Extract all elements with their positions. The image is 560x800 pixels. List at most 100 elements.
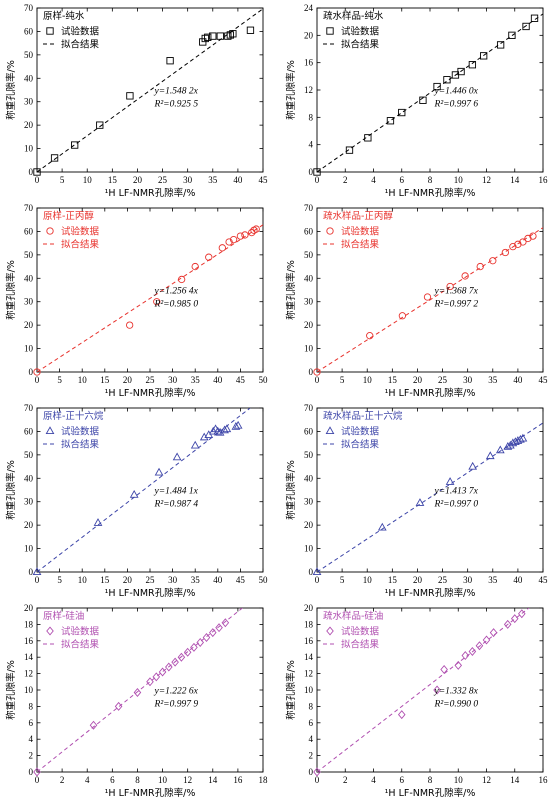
- legend-entry-data: 试验数据: [341, 426, 380, 438]
- x-tick-label: 30: [463, 375, 473, 385]
- data-point: [202, 633, 211, 643]
- x-tick-label: 4: [371, 775, 376, 785]
- chart-title: 疏水样品-纯水: [323, 10, 384, 22]
- chart-panel-5: 0 5 10 15 20 25 30 35 40 45 50 0 10 20 30 40 50 60 70 ¹H LF…: [5, 403, 268, 599]
- data-point: [233, 420, 243, 429]
- data-point: [114, 701, 123, 711]
- legend-entry-fit: 拟合结果: [341, 239, 380, 251]
- x-tick-label: 6: [400, 175, 405, 185]
- y-axis-label: 称重孔隙率/%: [285, 60, 297, 120]
- data-point: [146, 677, 154, 687]
- y-axis-label: 称重孔隙率/%: [5, 60, 17, 120]
- data-point: [129, 489, 139, 498]
- data-point: [196, 637, 205, 647]
- y-tick-label: 10: [24, 144, 34, 154]
- data-point: [423, 293, 432, 301]
- legend-entry-fit: 拟合结果: [341, 639, 380, 651]
- data-point: [468, 461, 478, 470]
- y-tick-label: 40: [304, 273, 314, 283]
- x-tick-label: 5: [340, 575, 345, 585]
- legend-entry-fit: 拟合结果: [61, 639, 100, 651]
- y-tick-label: 0: [29, 767, 34, 777]
- y-tick-label: 6: [29, 718, 34, 728]
- x-tick-label: 5: [57, 575, 62, 585]
- data-point: [461, 272, 469, 280]
- x-tick-label: 25: [146, 375, 156, 385]
- data-point: [204, 33, 212, 41]
- legend-entry-data: 试验数据: [61, 626, 100, 638]
- fit-line: [37, 408, 251, 572]
- x-tick-label: 45: [236, 375, 246, 385]
- data-point: [172, 452, 182, 461]
- data-point: [224, 32, 232, 40]
- x-tick-label: 15: [388, 375, 398, 385]
- y-tick-label: 30: [24, 97, 34, 107]
- data-point: [93, 518, 103, 526]
- x-tick-label: 40: [513, 375, 523, 385]
- legend-marker: [326, 626, 334, 636]
- x-tick-label: 25: [438, 575, 448, 585]
- x-tick-label: 20: [133, 175, 143, 185]
- x-tick-label: 5: [340, 375, 345, 385]
- x-tick-label: 5: [60, 175, 65, 185]
- y-tick-label: 12: [304, 669, 313, 679]
- x-tick-label: 40: [513, 575, 523, 585]
- x-axis-label: ¹H LF-NMR孔隙率/%: [385, 187, 476, 199]
- y-tick-label: 0: [309, 167, 314, 177]
- data-point: [221, 618, 230, 628]
- data-point: [158, 667, 167, 677]
- x-tick-label: 35: [208, 175, 218, 185]
- fit-r-squared: R²=0.925 5: [154, 99, 199, 109]
- x-tick-label: 20: [413, 575, 423, 585]
- data-point: [236, 232, 245, 240]
- fit-equation: y=1.368 7x: [434, 286, 479, 296]
- y-tick-label: 30: [304, 297, 314, 307]
- data-point: [225, 238, 233, 246]
- data-point: [482, 635, 491, 645]
- y-tick-label: 60: [24, 26, 34, 36]
- data-point: [216, 32, 224, 40]
- fit-equation: y=1.256 4x: [154, 286, 199, 296]
- x-tick-label: 2: [343, 775, 348, 785]
- y-tick-label: 18: [304, 619, 314, 629]
- x-tick-label: 0: [315, 175, 320, 185]
- y-tick-label: 10: [304, 344, 314, 354]
- x-tick-label: 25: [158, 175, 168, 185]
- data-point: [501, 248, 509, 257]
- y-axis-label: 称重孔隙率/%: [285, 660, 297, 720]
- legend-marker: [46, 27, 54, 35]
- origin-point: [313, 767, 321, 777]
- fit-equation: y=1.484 1x: [154, 486, 199, 496]
- x-tick-label: 18: [259, 775, 269, 785]
- data-point: [364, 134, 372, 142]
- data-point: [386, 117, 395, 125]
- y-tick-label: 10: [24, 344, 34, 354]
- legend-entry-fit: 拟合结果: [61, 239, 100, 251]
- y-tick-label: 60: [304, 426, 314, 436]
- x-tick-label: 4: [371, 175, 376, 185]
- fit-r-squared: R²=0.987 4: [154, 499, 199, 509]
- data-point: [516, 434, 525, 443]
- x-tick-label: 30: [168, 575, 178, 585]
- x-tick-label: 10: [454, 775, 464, 785]
- fit-r-squared: R²=0.997 0: [434, 499, 479, 509]
- y-axis-label: 称重孔隙率/%: [285, 260, 297, 320]
- y-tick-label: 20: [24, 603, 34, 613]
- y-tick-label: 70: [24, 403, 34, 413]
- y-tick-label: 0: [29, 567, 34, 577]
- data-point: [415, 498, 425, 506]
- fit-equation: y=1.446 0x: [434, 86, 479, 96]
- chart-panel-6: 0 5 10 15 20 25 30 35 40 45 0 10 20 30 40 50 60 70 ¹H LF-N…: [285, 403, 548, 599]
- x-tick-label: 16: [233, 775, 243, 785]
- data-point: [468, 61, 477, 69]
- x-tick-label: 50: [259, 375, 269, 385]
- y-axis-label: 称重孔隙率/%: [5, 260, 17, 320]
- data-point: [205, 253, 213, 261]
- data-point: [248, 228, 256, 237]
- x-tick-label: 16: [539, 775, 549, 785]
- plot-frame: [316, 207, 544, 373]
- y-tick-label: 14: [24, 652, 34, 662]
- legend-marker: [46, 626, 54, 636]
- x-tick-label: 12: [482, 175, 491, 185]
- y-tick-label: 0: [309, 367, 314, 377]
